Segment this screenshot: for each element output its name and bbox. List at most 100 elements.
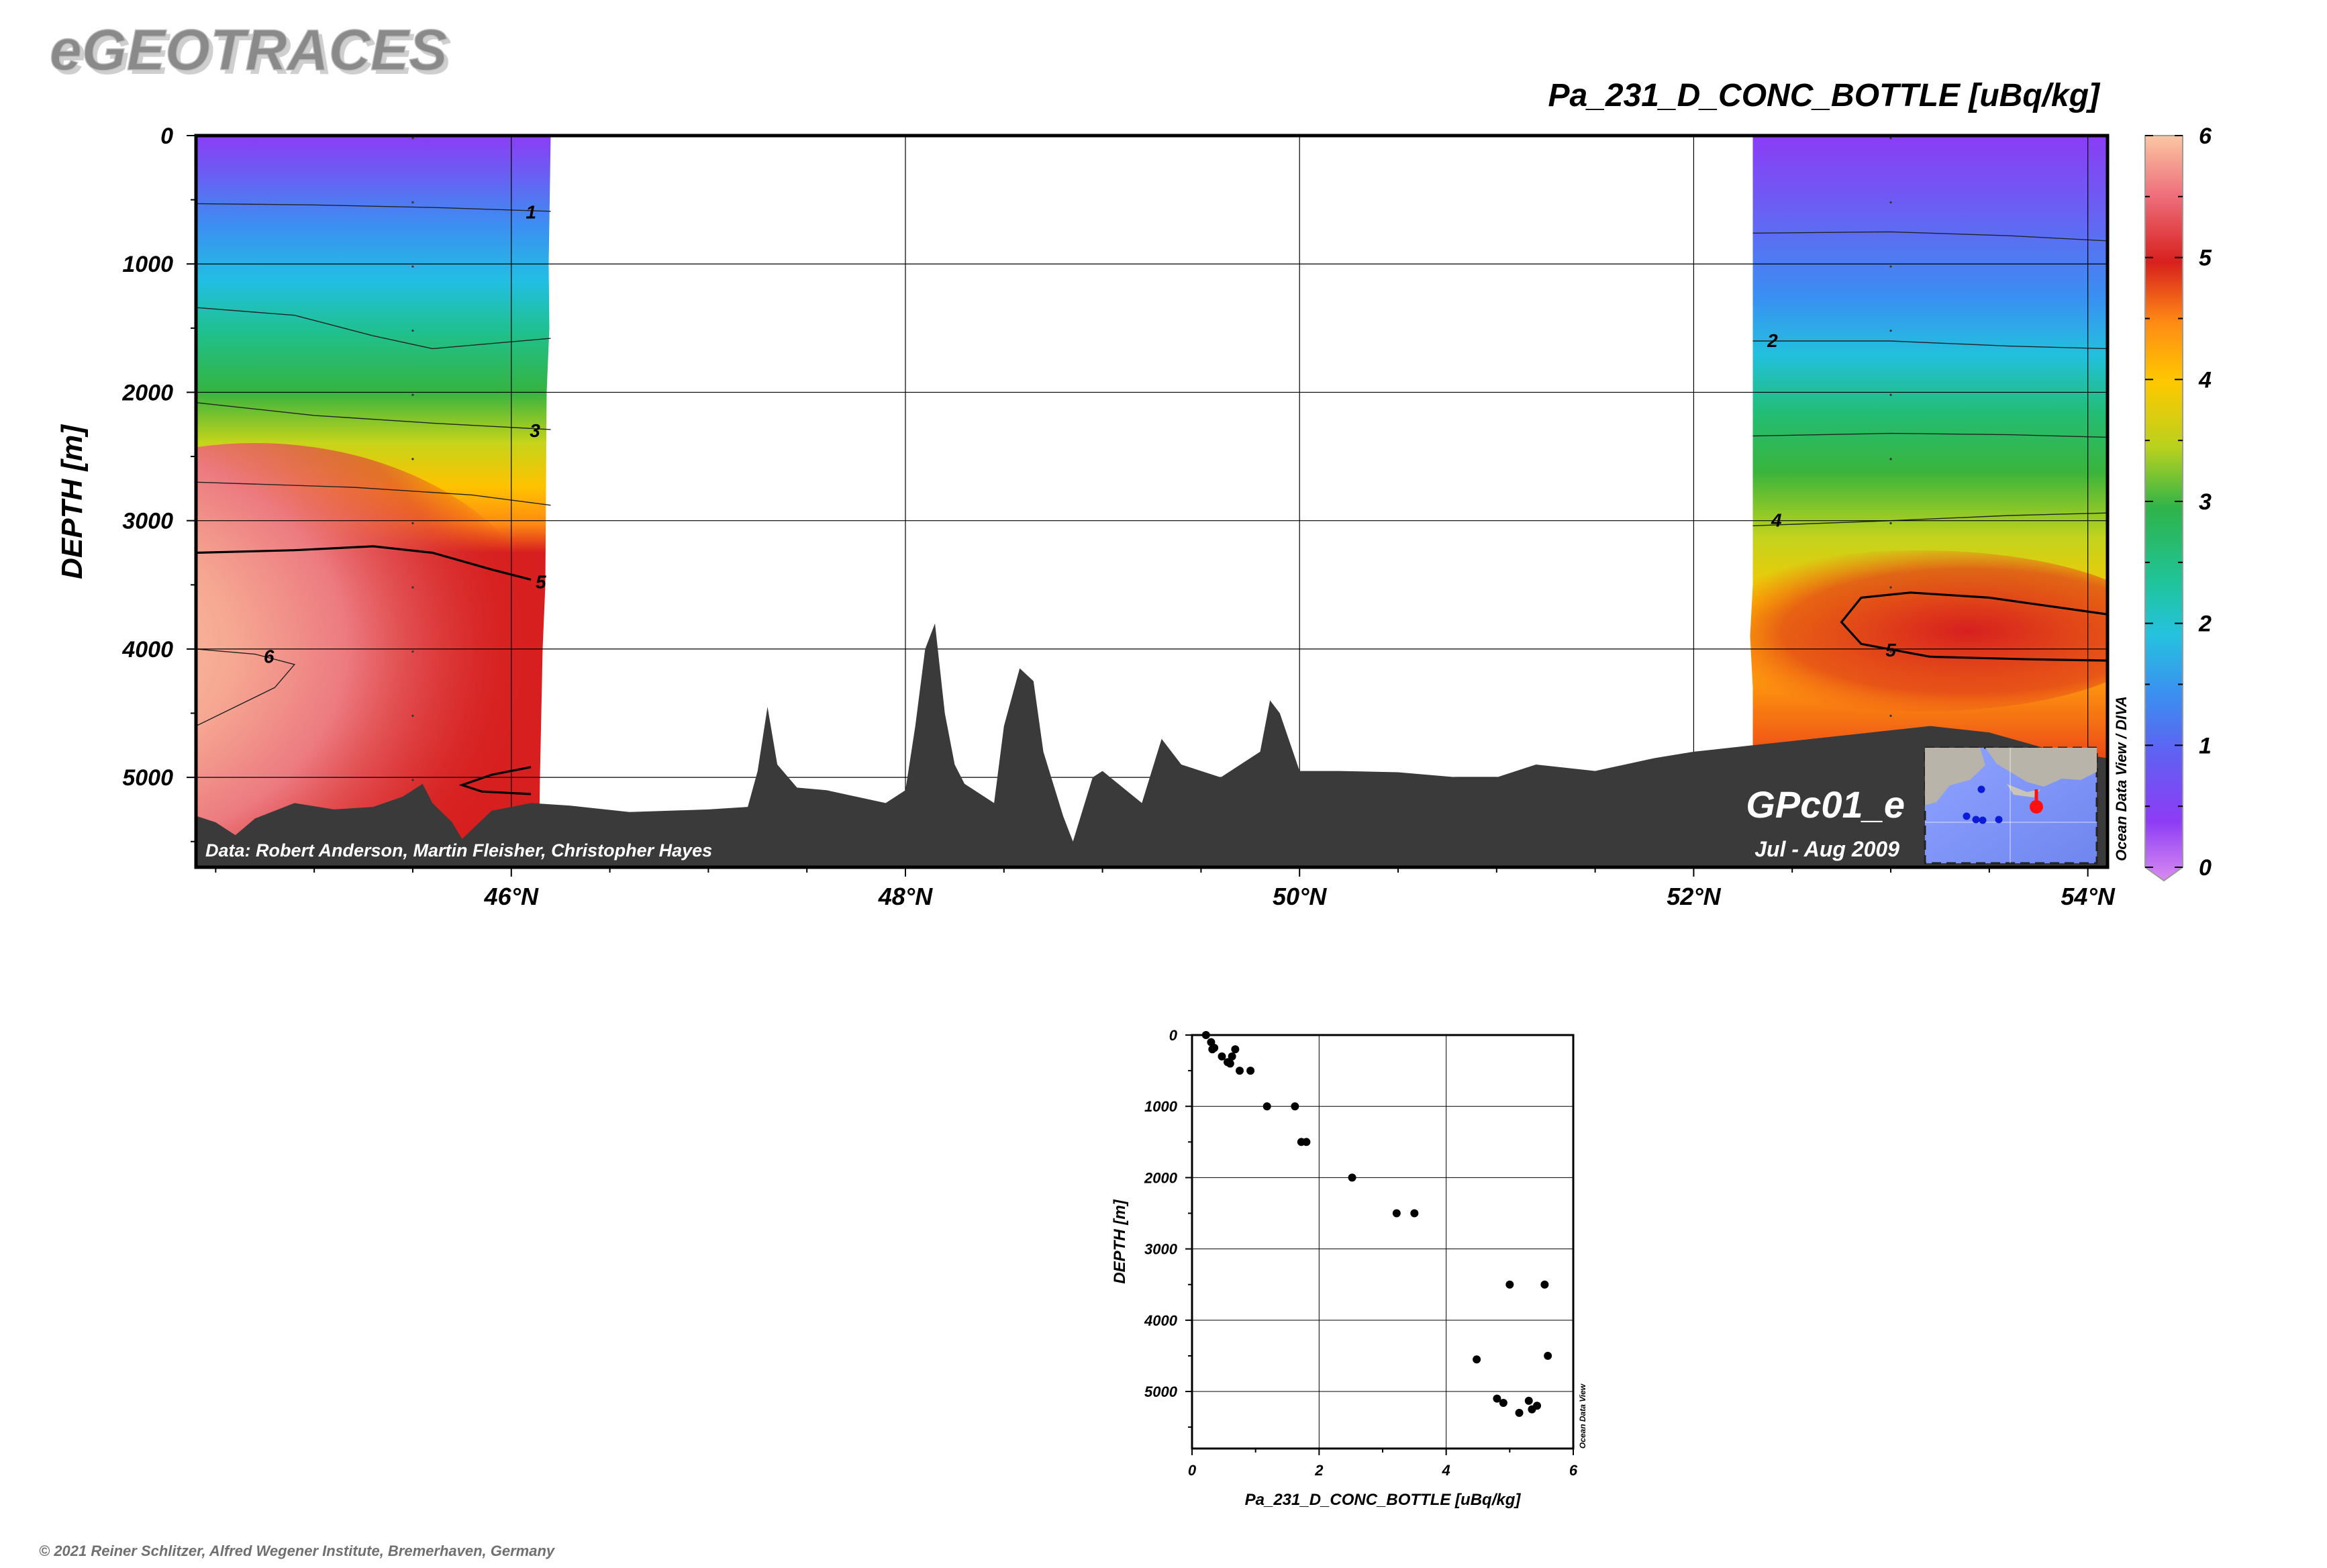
scatter-point [1231, 1045, 1240, 1054]
station-sample-dot [411, 714, 414, 717]
station-sample-dot [411, 779, 414, 781]
scatter-grid [1185, 1034, 1574, 1455]
contour-label: 1 [526, 202, 536, 223]
scatter-background [1192, 1035, 1573, 1449]
contour-labels: 1 3 5 6 2 4 5 [264, 202, 1896, 667]
cruise-dates: Jul - Aug 2009 [1754, 837, 1899, 861]
contour-label: 5 [536, 571, 546, 592]
station-sample-dot [411, 137, 414, 140]
y-tick-label: 1000 [122, 252, 173, 277]
scatter-x-tick-label: 0 [1188, 1462, 1197, 1479]
scatter-point [1505, 1280, 1514, 1289]
inset-land-west [1925, 748, 1985, 805]
bathymetry [196, 623, 2108, 867]
scatter-y-tick-label: 5000 [1144, 1383, 1178, 1400]
station-sample-dot [1889, 458, 1892, 460]
contour-line-3 [196, 402, 551, 430]
copyright: © 2021 Reiner Schlitzer, Alfred Wegener … [39, 1542, 556, 1559]
y-tick-label: 5000 [122, 765, 173, 791]
scatter-y-tick-label: 0 [1169, 1027, 1178, 1044]
colorbar-tick-label: 3 [2199, 489, 2212, 515]
section-y-tick-labels: 0 1000 2000 3000 4000 5000 [121, 124, 173, 791]
inset-map [1924, 746, 2098, 865]
colorbar-tick-label: 1 [2199, 733, 2212, 758]
data-credit: Data: Robert Anderson, Martin Fleisher, … [205, 840, 712, 861]
scatter-point [1218, 1052, 1226, 1061]
contour-line-5-right [1840, 591, 2108, 662]
scatter-point [1262, 1102, 1271, 1111]
station-sample-dot [1889, 522, 1892, 525]
section-ylabel: DEPTH [m] [56, 424, 89, 579]
y-tick-label: 4000 [121, 637, 173, 663]
station-sample-dot [1889, 330, 1892, 332]
station-sample-dot [1889, 714, 1892, 717]
station-sample-dot [411, 522, 414, 525]
scatter-point [1544, 1351, 1552, 1360]
section-plot [196, 136, 2108, 867]
scatter-point [1226, 1059, 1234, 1068]
colorbar-tick-label: 0 [2199, 855, 2212, 881]
inset-current-station [2030, 800, 2043, 814]
scatter-point [1236, 1067, 1244, 1075]
contour-line-4-right [1752, 512, 2108, 526]
scatter-watermark: Ocean Data View [1578, 1383, 1587, 1449]
contour-lines [196, 203, 2108, 795]
scatter-x-tick-label: 4 [1442, 1462, 1450, 1479]
scatter-points [1201, 1031, 1552, 1417]
x-tick-label: 50°N [1273, 883, 1327, 910]
scatter-x-tick-label: 6 [1569, 1462, 1578, 1479]
x-tick-label: 52°N [1667, 883, 1721, 910]
scatter-point [1302, 1138, 1311, 1146]
inset-land-north [1985, 748, 2097, 787]
section-title: Pa_231_D_CONC_BOTTLE [uBq/kg] [1548, 78, 2101, 113]
x-tick-label: 46°N [484, 883, 539, 910]
station-sample-dot [1889, 265, 1892, 268]
contour-label: 4 [1771, 510, 1782, 531]
y-tick-label: 0 [160, 124, 173, 149]
contour-line-1 [196, 203, 551, 212]
x-tick-label: 48°N [878, 883, 933, 910]
contour-line-5 [196, 545, 532, 581]
station-sample-dot [1889, 650, 1892, 653]
colorbar-tick-labels: 0 1 2 3 4 5 6 [2198, 124, 2212, 881]
data-block-left [196, 136, 551, 867]
scatter-y-tick-label: 3000 [1144, 1241, 1178, 1258]
station-sample-dot [1889, 393, 1892, 396]
colorbar-tick-label: 6 [2199, 124, 2212, 149]
x-tick-label: 54°N [2061, 883, 2115, 910]
colorbar-bar [2144, 135, 2183, 882]
scatter-point [1291, 1102, 1299, 1111]
station-sample-dot [411, 265, 414, 268]
station-dots [411, 137, 1892, 781]
station-sample-dot [411, 650, 414, 653]
section-ticks [187, 135, 2089, 877]
contour-label: 3 [530, 420, 540, 441]
contour-line-3-right [1752, 432, 2108, 438]
brand-shadow: eGEOTRACES [54, 22, 452, 87]
scatter-point [1493, 1394, 1501, 1403]
contour-label: 5 [1885, 640, 1896, 660]
contour-line-1-right [1752, 231, 2108, 242]
scatter-x-tick-labels: 0 2 4 6 [1188, 1462, 1578, 1479]
scatter-y-tick-labels: 0 1000 2000 3000 4000 5000 [1144, 1027, 1178, 1400]
scatter-point [1473, 1355, 1481, 1364]
y-tick-label: 2000 [121, 380, 173, 405]
station-sample-dot [411, 586, 414, 589]
scatter-point [1528, 1405, 1536, 1414]
scatter-frame [1191, 1034, 1575, 1450]
scatter-xlabel: Pa_231_D_CONC_BOTTLE [uBq/kg] [1245, 1491, 1522, 1509]
station-sample-dot [1889, 137, 1892, 140]
scatter-ylabel: DEPTH [m] [1111, 1199, 1129, 1283]
scatter-y-tick-label: 1000 [1144, 1098, 1178, 1115]
scatter-point [1410, 1209, 1419, 1218]
y-tick-label: 3000 [122, 509, 173, 534]
station-sample-dot [1889, 201, 1892, 204]
station-sample-dot [411, 201, 414, 204]
station-sample-dot [1889, 586, 1892, 589]
contour-line-5-bottom [458, 766, 532, 795]
scatter-point [1392, 1209, 1401, 1218]
scatter-point [1246, 1067, 1255, 1075]
scatter-point [1348, 1173, 1356, 1182]
